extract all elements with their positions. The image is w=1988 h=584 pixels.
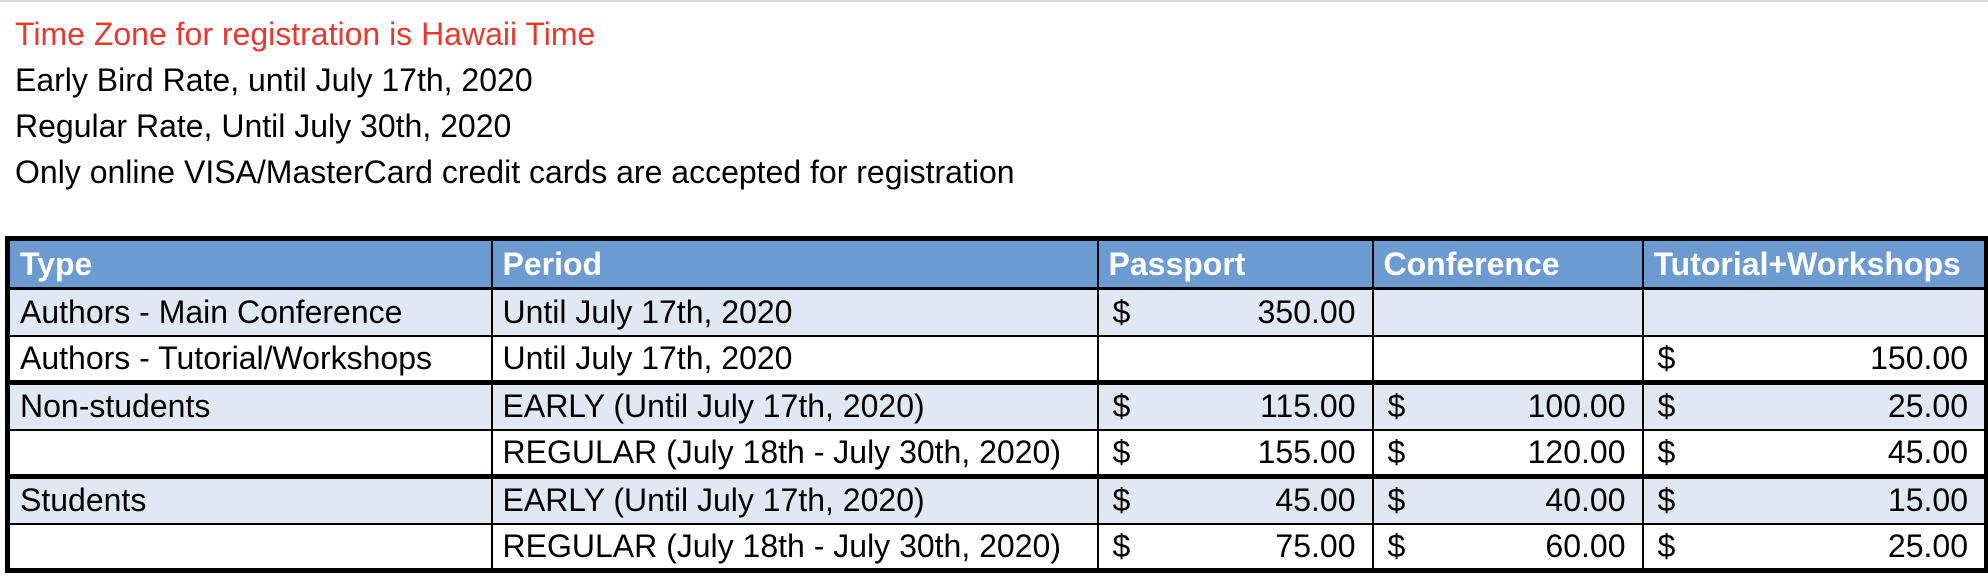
currency-symbol: $ [1657, 339, 1676, 376]
top-divider [0, 0, 1988, 2]
period-cell: EARLY (Until July 17th, 2020) [490, 380, 1099, 431]
passport-cell: $45.00 [1096, 474, 1374, 525]
currency-symbol: $ [1657, 527, 1676, 564]
table-row: Authors - Main Conference Until July 17t… [6, 287, 1988, 337]
passport-amount: 45.00 [1275, 482, 1356, 519]
passport-amount: 115.00 [1260, 388, 1356, 425]
conference-cell [1371, 334, 1644, 384]
tutorial-amount: 25.00 [1887, 388, 1968, 425]
header-tutorial-workshops: Tutorial+Workshops [1641, 237, 1988, 290]
currency-symbol: $ [1112, 482, 1131, 519]
conference-amount: 60.00 [1545, 527, 1626, 564]
currency-symbol: $ [1112, 433, 1131, 470]
tutorial-cell: $15.00 [1641, 474, 1988, 525]
tutorial-cell: $25.00 [1641, 522, 1988, 572]
currency-symbol: $ [1657, 482, 1676, 519]
type-cell: Authors - Main Conference [6, 287, 493, 337]
passport-amount: 75.00 [1275, 527, 1356, 564]
early-bird-note: Early Bird Rate, until July 17th, 2020 [15, 62, 533, 98]
currency-symbol: $ [1387, 388, 1406, 425]
currency-symbol: $ [1387, 433, 1406, 470]
header-row: Type Period Passport Conference Tutorial… [6, 237, 1988, 290]
period-cell: REGULAR (July 18th - July 30th, 2020) [490, 522, 1099, 572]
tutorial-amount: 25.00 [1887, 527, 1968, 564]
table-row: REGULAR (July 18th - July 30th, 2020) $1… [6, 428, 1988, 478]
timezone-note: Time Zone for registration is Hawaii Tim… [15, 16, 596, 52]
conference-cell: $100.00 [1371, 380, 1644, 431]
tutorial-cell [1641, 287, 1988, 337]
conference-cell [1371, 287, 1644, 337]
currency-symbol: $ [1387, 482, 1406, 519]
table-row: Authors - Tutorial/Workshops Until July … [6, 334, 1988, 384]
header-conference: Conference [1371, 237, 1644, 290]
period-cell: EARLY (Until July 17th, 2020) [490, 474, 1099, 525]
conference-amount: 40.00 [1545, 482, 1626, 519]
conference-amount: 120.00 [1527, 433, 1626, 470]
tutorial-cell: $150.00 [1641, 334, 1988, 384]
passport-cell: $350.00 [1096, 287, 1374, 337]
currency-symbol: $ [1657, 388, 1676, 425]
conference-cell: $40.00 [1371, 474, 1644, 525]
currency-symbol: $ [1387, 527, 1406, 564]
regular-rate-note: Regular Rate, Until July 30th, 2020 [15, 108, 512, 144]
header-period: Period [490, 237, 1099, 290]
table-row: REGULAR (July 18th - July 30th, 2020) $7… [6, 522, 1988, 572]
conference-cell: $60.00 [1371, 522, 1644, 572]
currency-symbol: $ [1112, 293, 1131, 330]
passport-cell: $155.00 [1096, 428, 1374, 478]
currency-symbol: $ [1657, 433, 1676, 470]
type-cell [6, 428, 493, 478]
registration-notes: Time Zone for registration is Hawaii Tim… [15, 11, 1915, 195]
passport-cell: $75.00 [1096, 522, 1374, 572]
passport-cell [1096, 334, 1374, 384]
period-cell: Until July 17th, 2020 [490, 334, 1099, 384]
tutorial-amount: 15.00 [1887, 482, 1968, 519]
currency-symbol: $ [1112, 388, 1131, 425]
currency-symbol: $ [1112, 527, 1131, 564]
passport-amount: 350.00 [1257, 293, 1356, 330]
tutorial-cell: $45.00 [1641, 428, 1988, 478]
type-cell: Non-students [6, 380, 493, 431]
header-passport: Passport [1096, 237, 1374, 290]
type-cell: Students [6, 474, 493, 525]
type-cell [6, 522, 493, 572]
tutorial-amount: 150.00 [1870, 339, 1968, 376]
conference-cell: $120.00 [1371, 428, 1644, 478]
passport-cell: $115.00 [1096, 380, 1374, 431]
conference-amount: 100.00 [1527, 388, 1626, 425]
tutorial-cell: $25.00 [1641, 380, 1988, 431]
table-row: Non-students EARLY (Until July 17th, 202… [6, 380, 1988, 431]
payment-note: Only online VISA/MasterCard credit cards… [15, 154, 1015, 190]
table-row: Students EARLY (Until July 17th, 2020) $… [6, 474, 1988, 525]
type-cell: Authors - Tutorial/Workshops [6, 334, 493, 384]
header-type: Type [6, 237, 493, 290]
registration-fee-table: Type Period Passport Conference Tutorial… [5, 236, 1988, 573]
period-cell: Until July 17th, 2020 [490, 287, 1099, 337]
passport-amount: 155.00 [1257, 433, 1356, 470]
period-cell: REGULAR (July 18th - July 30th, 2020) [490, 428, 1099, 478]
tutorial-amount: 45.00 [1887, 433, 1968, 470]
